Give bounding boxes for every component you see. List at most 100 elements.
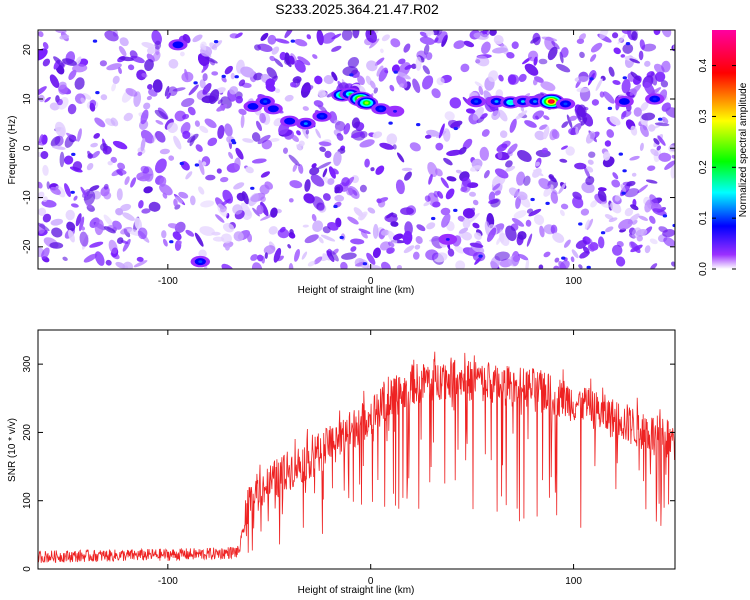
spectrogram-noise-blob <box>469 191 476 197</box>
spectrogram-noise-blob <box>539 225 545 238</box>
spectrogram-noise-blob <box>639 39 646 50</box>
spectrogram-noise-blob <box>497 150 503 160</box>
spectrogram-speck <box>388 121 393 125</box>
spectrogram-noise-blob <box>488 191 496 203</box>
spectrogram-noise-blob <box>194 120 200 127</box>
spectrogram-noise-blob <box>201 161 207 166</box>
spectrogram-noise-blob <box>313 256 323 265</box>
spectrogram-noise-blob <box>152 79 163 93</box>
spectrogram-noise-blob <box>365 30 377 43</box>
spectrogram-noise-blob <box>90 142 98 148</box>
spectrogram-noise-blob <box>111 83 117 92</box>
spectrogram-noise-blob <box>82 93 92 100</box>
spectrogram-noise-blob <box>597 236 605 249</box>
spectrogram-noise-blob <box>268 226 278 235</box>
spectrogram-noise-blob <box>314 75 323 85</box>
spectrogram-noise-blob <box>486 227 497 243</box>
spectrogram-noise-blob <box>661 60 671 73</box>
spectrogram-noise-blob <box>373 87 378 94</box>
spectrogram-noise-blob <box>141 73 148 78</box>
spectrogram-noise-blob <box>483 170 490 179</box>
spectrogram-noise-blob <box>273 58 284 68</box>
snr-frame-top <box>37 329 676 570</box>
spectrogram-noise-blob <box>106 63 122 71</box>
spectrogram-noise-blob <box>168 58 179 69</box>
spectrogram-noise-blob <box>558 260 567 269</box>
spectrogram-noise-blob <box>63 155 74 165</box>
spectrogram-noise-blob <box>597 189 607 202</box>
spectrogram-noise-blob <box>204 56 218 64</box>
spectrogram-noise-blob <box>649 215 656 224</box>
spectrogram-noise-blob <box>284 52 291 65</box>
spectrogram-noise-blob <box>134 217 143 230</box>
spectrogram-noise-blob <box>38 94 45 103</box>
spectrogram-noise-blob <box>83 253 98 263</box>
x-tick-label: -100 <box>158 576 178 587</box>
spectrogram-speck <box>362 262 368 266</box>
y-tick-label: 0 <box>22 566 33 572</box>
spectrogram-noise-blob <box>621 78 631 94</box>
spectrogram-noise-blob <box>85 202 93 209</box>
spectrogram-noise-blob <box>520 106 525 112</box>
spectrogram-noise-blob <box>294 59 306 73</box>
spectrogram-feature <box>614 95 634 108</box>
spectrogram-noise-blob <box>613 47 621 55</box>
spectrogram-noise-blob <box>641 43 657 52</box>
spectrogram-noise-blob <box>267 34 277 45</box>
spectrogram-noise-blob <box>354 261 366 267</box>
spectrogram-noise-blob <box>201 64 209 73</box>
spectrogram-noise-blob <box>524 63 539 76</box>
spectrogram-noise-blob <box>384 214 398 223</box>
spectrogram-noise-blob <box>279 226 286 233</box>
spectrogram-noise-blob <box>435 31 448 44</box>
spectrogram-noise-blob <box>144 58 154 72</box>
colorbar: 0.0 0.1 0.2 0.3 0.4 Normalized spectral ampl… <box>698 30 749 276</box>
spectrogram-feature <box>645 93 665 105</box>
spectrogram-noise-blob <box>252 207 260 217</box>
spectrogram-noise-blob <box>122 238 131 252</box>
spectrogram-noise-blob <box>505 160 513 168</box>
spectrogram-noise-blob <box>123 112 133 122</box>
spectrogram-speck <box>431 216 436 221</box>
spectrogram-noise-blob <box>341 252 357 260</box>
spectrogram-feature <box>537 93 565 110</box>
spectrogram-noise-blob <box>331 45 342 52</box>
spectrogram-noise-blob <box>467 212 480 224</box>
spectrogram-noise-blob <box>49 242 64 249</box>
spectrogram-noise-blob <box>372 223 379 239</box>
spectrogram-noise-blob <box>652 208 667 216</box>
spectrogram-noise-blob <box>221 263 235 269</box>
spectrogram-noise-blob <box>530 36 541 44</box>
spectrogram-noise-blob <box>199 79 206 89</box>
spectrogram-noise-blob <box>493 35 504 45</box>
spectrogram-speck <box>92 39 98 43</box>
spectrogram-noise-blob <box>288 198 294 203</box>
spectrogram-speck <box>589 77 594 81</box>
spectrogram-noise-blob <box>549 173 555 180</box>
spectrogram-noise-blob <box>543 125 550 140</box>
spectrogram-noise-blob <box>207 137 218 147</box>
spectrogram-noise-blob <box>240 114 245 129</box>
colorbar-tick-label: 0.2 <box>698 160 709 174</box>
spectrogram-noise-blob <box>535 115 539 120</box>
spectrogram-noise-blob <box>618 218 633 230</box>
spectrogram-feature <box>295 117 316 130</box>
spectrogram-speck <box>231 141 237 145</box>
spectrogram-noise-blob <box>398 58 406 65</box>
spectrogram-noise-blob <box>543 115 550 120</box>
spectrogram-noise-blob <box>42 58 51 67</box>
spectrogram-noise-blob <box>626 180 636 187</box>
spectrogram-noise-blob <box>340 261 348 269</box>
spectrogram-noise-blob <box>154 109 168 120</box>
spectrogram-noise-blob <box>463 40 475 48</box>
spectrogram-noise-blob <box>162 238 168 247</box>
snr-x-ticks: -100 0 100 <box>158 330 582 587</box>
spectrogram-noise-blob <box>313 100 324 108</box>
spectrogram-noise-blob <box>534 161 541 167</box>
spectrogram-noise-blob <box>250 254 258 261</box>
spectrogram-noise-blob <box>366 60 378 72</box>
spectrogram-noise-blob <box>79 231 89 247</box>
spectrogram-noise-blob <box>137 151 143 156</box>
spectrogram-noise-blob <box>442 128 451 142</box>
spectrogram-noise-blob <box>599 30 609 40</box>
